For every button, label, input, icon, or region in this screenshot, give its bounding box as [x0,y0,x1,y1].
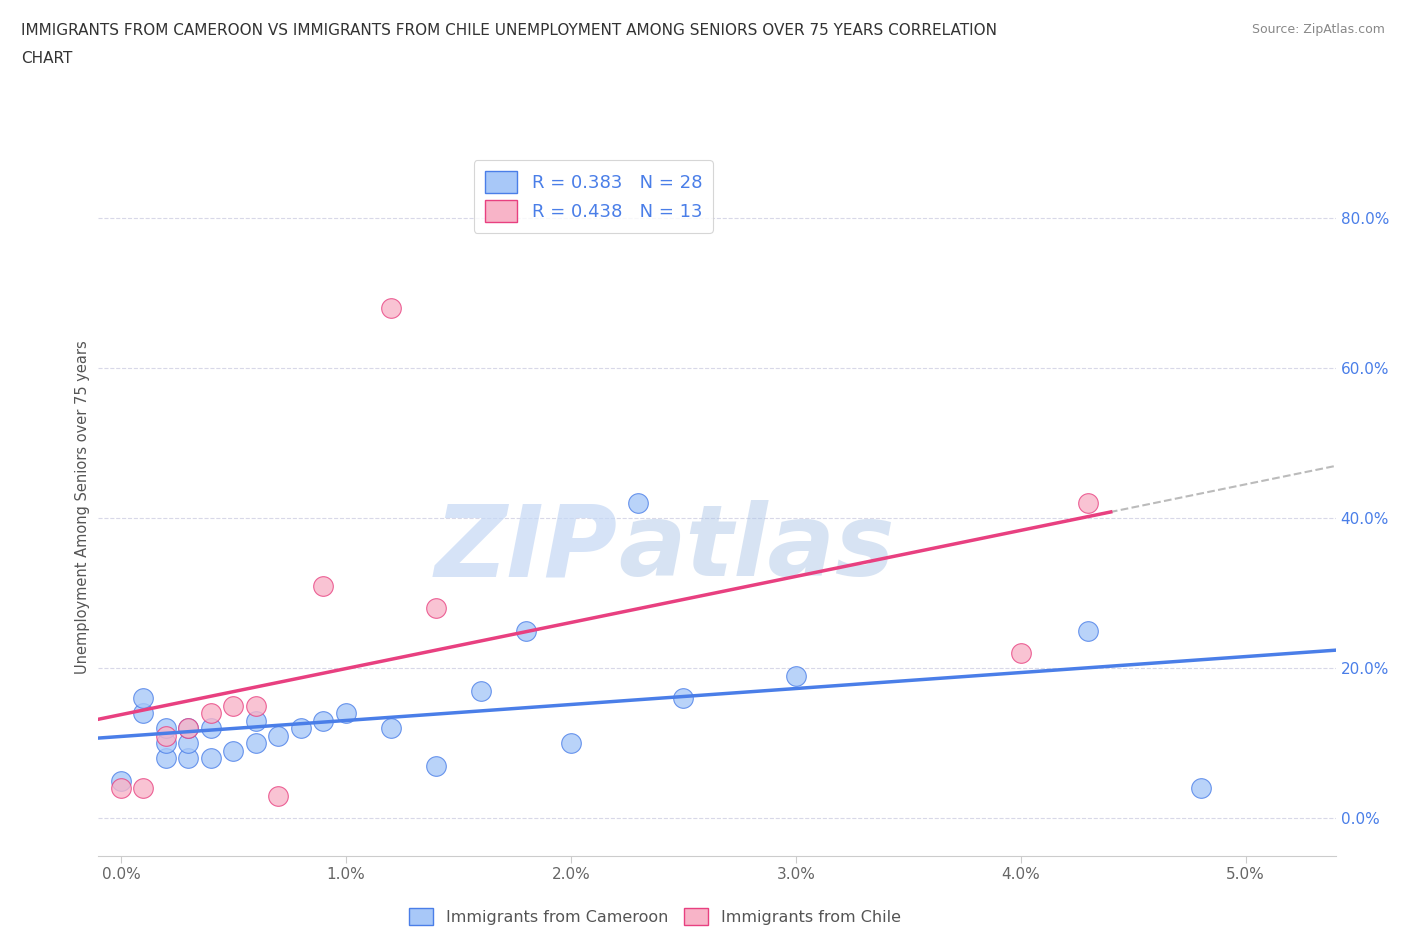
Point [290,721,312,736]
Point [200,721,222,736]
Point [1010,645,1032,660]
Point [312,578,335,593]
Point [785,668,807,683]
Point [155,728,177,743]
Text: IMMIGRANTS FROM CAMEROON VS IMMIGRANTS FROM CHILE UNEMPLOYMENT AMONG SENIORS OVE: IMMIGRANTS FROM CAMEROON VS IMMIGRANTS F… [21,23,997,38]
Point [132,691,155,706]
Point [132,780,155,795]
Point [245,698,267,713]
Point [627,496,650,511]
Text: Source: ZipAtlas.com: Source: ZipAtlas.com [1251,23,1385,36]
Point [267,788,290,803]
Y-axis label: Unemployment Among Seniors over 75 years: Unemployment Among Seniors over 75 years [75,340,90,673]
Point [425,758,447,773]
Point [222,743,245,758]
Point [132,706,155,721]
Point [267,728,290,743]
Point [155,751,177,765]
Point [200,706,222,721]
Point [425,601,447,616]
Point [335,706,357,721]
Point [177,751,200,765]
Point [560,736,582,751]
Point [672,691,695,706]
Point [1077,623,1099,638]
Point [380,300,402,315]
Point [245,736,267,751]
Point [110,780,132,795]
Point [200,751,222,765]
Point [515,623,537,638]
Point [470,684,492,698]
Point [1189,780,1212,795]
Point [222,698,245,713]
Point [155,721,177,736]
Text: CHART: CHART [21,51,73,66]
Point [177,721,200,736]
Point [245,713,267,728]
Text: ZIP: ZIP [434,500,619,597]
Point [110,773,132,788]
Text: atlas: atlas [619,500,894,597]
Point [380,721,402,736]
Point [312,713,335,728]
Point [1077,496,1099,511]
Point [177,721,200,736]
Legend: Immigrants from Cameroon, Immigrants from Chile: Immigrants from Cameroon, Immigrants fro… [404,902,907,930]
Point [155,736,177,751]
Point [177,736,200,751]
